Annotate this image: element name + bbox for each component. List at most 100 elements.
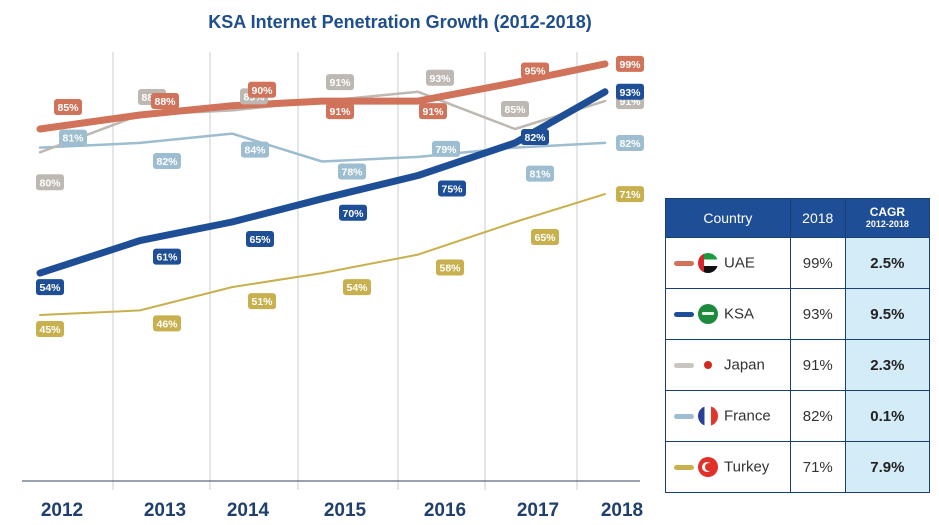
cagr-value: 0.1% [844,390,931,442]
ksa-series-line [36,88,609,277]
turkey-data-label-box [436,259,464,276]
x-tick-label: 2012 [41,500,83,521]
france-data-label: 81% [59,129,87,146]
line-chart: 45% 46% 51% 54% 58% 65% 71% 81% 82% 84% 78% 79% 81% 8… [22,52,644,521]
country-cell: KSA [665,288,791,340]
ksa-data-label: 54% [36,279,64,296]
japan-data-label-box [426,69,454,86]
france-data-label: 78% [338,163,366,180]
ksa-data-label-box [521,128,549,145]
france-data-label-text: 79% [435,144,457,156]
country-cell: Turkey [665,441,791,493]
japan-data-label-box [326,74,354,91]
france-data-label-text: 82% [619,138,641,150]
france-data-label: 82% [153,152,181,169]
turkey-data-label-text: 46% [156,318,178,330]
header-cagr-period: 2012-2018 [865,219,909,229]
ksa-data-label-box [246,231,274,247]
turkey-data-label-box [36,321,64,337]
france-data-label-box [59,129,87,146]
table-row: France 82% 0.1% [665,390,931,442]
cagr-value: 2.5% [844,237,931,289]
ksa-data-label-text: 54% [39,282,61,294]
france-data-label-text: 82% [156,156,178,168]
turkey-data-label-box [616,186,644,203]
uae-data-label: 85% [54,99,82,115]
ksa-data-label-text: 70% [342,208,364,220]
uae-data-label-box [521,62,549,79]
header-country: Country [665,198,791,238]
uae-data-label: 99% [616,55,644,72]
france-line-swatch-icon [674,413,694,419]
turkey-line-swatch-icon [674,464,694,470]
turkey-data-label-text: 51% [251,296,273,308]
turkey-data-label: 71% [616,186,644,203]
japan-data-label-box [36,174,64,191]
value-2018: 99% [789,237,846,289]
value-2018: 71% [789,441,846,493]
ksa-data-label: 93% [616,83,644,100]
x-tick-label: 2017 [517,500,559,521]
uae-data-label-text: 91% [422,106,444,118]
x-tick-label: 2015 [324,500,367,521]
uae-data-label: 95% [521,62,549,79]
turkey-data-label-text: 65% [534,232,556,244]
turkey-flag-icon [698,457,718,477]
france-series-line [38,132,607,163]
turkey-data-label-text: 54% [346,282,368,294]
header-2018: 2018 [789,198,846,238]
france-data-label-text: 84% [244,145,266,157]
ksa-data-label: 61% [153,248,181,265]
uae-data-label: 91% [419,103,447,120]
uae-flag-icon [698,253,718,273]
japan-data-label: 80% [36,174,64,191]
france-data-label: 84% [241,141,269,158]
uae-data-label-text: 95% [524,66,546,78]
uae-data-label-box [616,55,644,72]
japan-data-label-box [501,101,529,117]
france-data-label-text: 78% [341,167,363,179]
x-tick-label: 2013 [144,500,186,521]
ksa-data-label-text: 82% [524,132,546,144]
country-name: Japan [724,356,765,374]
turkey-data-label-box [531,229,559,245]
turkey-data-label-box [248,293,276,310]
uae-data-label-box [151,93,179,110]
x-tick-label: 2016 [424,500,466,521]
header-cagr-label: CAGR [869,205,906,219]
uae-data-label-text: 88% [154,96,176,108]
table-row: Turkey 71% 7.9% [665,441,931,493]
france-data-label-box [432,140,460,157]
japan-data-label-text: 93% [429,73,451,85]
turkey-data-label-text: 58% [439,263,461,275]
cagr-value: 7.9% [844,441,931,493]
turkey-series-line [39,193,606,316]
uae-data-label-text: 90% [251,85,273,97]
turkey-data-label: 46% [153,315,181,332]
uae-line-swatch-icon [674,260,694,266]
legend-table: Country 2018 CAGR 2012-2018 UAE 99% 2.5% … [665,198,931,493]
x-tick-label: 2014 [227,500,270,521]
cagr-value: 9.5% [844,288,931,340]
x-tick-label: 2018 [601,500,643,521]
japan-data-label-text: 80% [39,177,61,189]
ksa-data-label: 75% [438,180,466,197]
uae-data-label-box [248,81,276,98]
turkey-data-label-box [153,315,181,332]
ksa-data-label-text: 65% [249,234,271,246]
cagr-value: 2.3% [844,339,931,391]
uae-data-label-box [54,99,82,115]
uae-data-label-box [419,103,447,120]
france-data-label: 81% [526,165,554,182]
value-2018: 93% [789,288,846,340]
france-data-label-text: 81% [529,169,551,181]
header-cagr: CAGR 2012-2018 [844,198,931,238]
france-data-label: 82% [616,134,644,151]
turkey-data-label: 58% [436,259,464,276]
table-row: UAE 99% 2.5% [665,237,931,289]
uae-data-label: 91% [326,103,354,120]
japan-data-label: 91% [326,74,354,91]
ksa-data-label: 70% [339,204,367,221]
turkey-data-label: 45% [36,321,64,337]
ksa-data-label-box [339,204,367,221]
